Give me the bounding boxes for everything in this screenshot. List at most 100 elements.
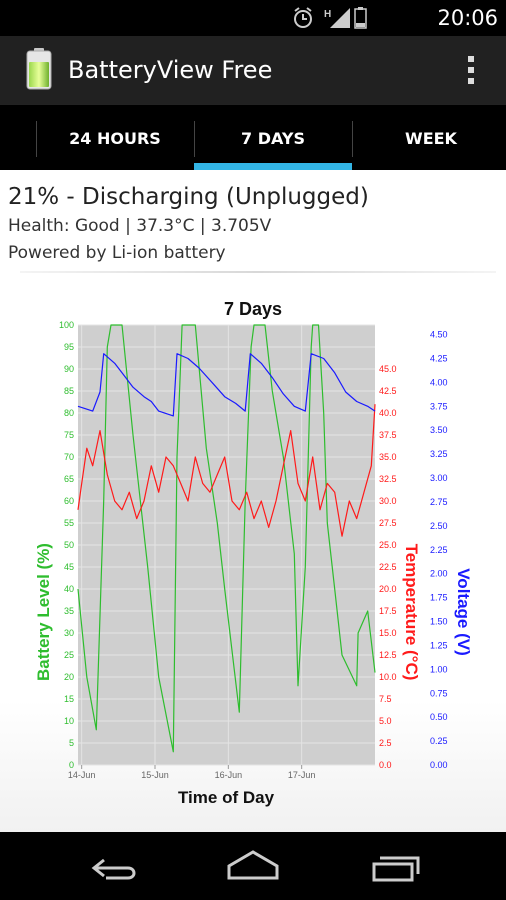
voltage-tick-label: 3.75 bbox=[430, 401, 448, 411]
tab-week[interactable]: WEEK bbox=[352, 105, 506, 171]
navigation-bar bbox=[0, 832, 506, 900]
voltage-tick-label: 1.50 bbox=[430, 617, 448, 627]
voltage-tick-label: 3.50 bbox=[430, 425, 448, 435]
chart-title: 7 Days bbox=[224, 299, 282, 319]
temperature-tick-label: 42.5 bbox=[379, 386, 397, 396]
voltage-tick-label: 2.50 bbox=[430, 521, 448, 531]
battery-tick-label: 95 bbox=[64, 342, 74, 352]
battery-tick-label: 50 bbox=[64, 540, 74, 550]
battery-tick-label: 40 bbox=[64, 584, 74, 594]
temperature-tick-label: 5.0 bbox=[379, 716, 392, 726]
temperature-tick-label: 12.5 bbox=[379, 650, 397, 660]
x-tick-label: 14-Jun bbox=[68, 770, 96, 780]
overflow-menu-icon[interactable] bbox=[466, 53, 476, 89]
voltage-tick-label: 2.00 bbox=[430, 569, 448, 579]
app-title: BatteryView Free bbox=[68, 56, 273, 84]
battery-tick-label: 5 bbox=[69, 738, 74, 748]
tab-label: 24 HOURS bbox=[69, 128, 161, 148]
clock: 20:06 bbox=[437, 6, 498, 30]
battery-tick-label: 90 bbox=[64, 364, 74, 374]
grid bbox=[78, 324, 375, 766]
tab-7-days[interactable]: 7 DAYS bbox=[194, 105, 352, 171]
battery-icon bbox=[354, 7, 367, 29]
battery-tick-label: 70 bbox=[64, 452, 74, 462]
x-tick-label: 15-Jun bbox=[141, 770, 169, 780]
temperature-tick-label: 37.5 bbox=[379, 430, 397, 440]
temperature-tick-label: 45.0 bbox=[379, 364, 397, 374]
voltage-axis-ticks: 0.00 0.25 0.50 0.75 1.00 1.25 1.50 1.75 2.00 2.25… bbox=[430, 330, 448, 770]
battery-tick-label: 30 bbox=[64, 628, 74, 638]
temperature-tick-label: 7.5 bbox=[379, 694, 392, 704]
voltage-tick-label: 1.25 bbox=[430, 640, 448, 650]
temperature-line bbox=[77, 404, 376, 537]
back-icon[interactable] bbox=[84, 846, 144, 886]
home-icon[interactable] bbox=[223, 846, 283, 886]
tab-label: WEEK bbox=[405, 128, 457, 148]
tab-divider bbox=[36, 121, 37, 157]
temperature-tick-label: 17.5 bbox=[379, 606, 397, 616]
battery-tick-label: 25 bbox=[64, 650, 74, 660]
battery-tick-label: 85 bbox=[64, 386, 74, 396]
x-axis-ticks: 14-Jun 15-Jun 16-Jun 17-Jun bbox=[68, 765, 316, 780]
battery-chart: 7 Days 0 5 10 15 20 25 30 35 40 45 50 55 60 65 70 75 80 8… bbox=[34, 299, 473, 807]
voltage-tick-label: 4.50 bbox=[430, 330, 448, 340]
voltage-line bbox=[77, 353, 376, 417]
recent-apps-icon[interactable] bbox=[366, 846, 426, 886]
main-content: 21% - Discharging (Unplugged) Health: Go… bbox=[0, 170, 506, 832]
temperature-tick-label: 40.0 bbox=[379, 408, 397, 418]
battery-tick-label: 60 bbox=[64, 496, 74, 506]
temperature-tick-label: 27.5 bbox=[379, 518, 397, 528]
battery-tick-label: 35 bbox=[64, 606, 74, 616]
battery-tick-label: 45 bbox=[64, 562, 74, 572]
battery-tick-label: 65 bbox=[64, 474, 74, 484]
voltage-tick-label: 2.75 bbox=[430, 497, 448, 507]
temperature-tick-label: 22.5 bbox=[379, 562, 397, 572]
temperature-tick-label: 35.0 bbox=[379, 452, 397, 462]
battery-tick-label: 75 bbox=[64, 430, 74, 440]
battery-tick-label: 80 bbox=[64, 408, 74, 418]
network-type: H bbox=[324, 9, 331, 20]
temperature-tick-label: 0.0 bbox=[379, 760, 392, 770]
temperature-tick-label: 25.0 bbox=[379, 540, 397, 550]
action-bar: BatteryView Free bbox=[0, 36, 506, 104]
signal-icon bbox=[330, 8, 350, 28]
battery-technology: Powered by Li-ion battery bbox=[8, 243, 226, 263]
battery-axis-label: Battery Level (%) bbox=[34, 543, 53, 681]
battery-tick-label: 0 bbox=[69, 760, 74, 770]
voltage-tick-label: 0.75 bbox=[430, 688, 448, 698]
tab-bar: 24 HOURS 7 DAYS WEEK bbox=[0, 104, 506, 171]
temperature-axis-label: Temperature (°C) bbox=[402, 544, 421, 681]
temperature-tick-label: 2.5 bbox=[379, 738, 392, 748]
battery-tick-label: 100 bbox=[59, 320, 74, 330]
battery-app-icon bbox=[26, 48, 52, 90]
voltage-tick-label: 0.00 bbox=[430, 760, 448, 770]
voltage-tick-label: 0.25 bbox=[430, 736, 448, 746]
temperature-tick-label: 32.5 bbox=[379, 474, 397, 484]
x-tick-label: 17-Jun bbox=[288, 770, 316, 780]
temperature-tick-label: 15.0 bbox=[379, 628, 397, 638]
x-tick-label: 16-Jun bbox=[215, 770, 243, 780]
voltage-tick-label: 2.25 bbox=[430, 545, 448, 555]
battery-status: 21% - Discharging (Unplugged) bbox=[8, 184, 369, 210]
battery-tick-label: 10 bbox=[64, 716, 74, 726]
x-axis-label: Time of Day bbox=[178, 788, 275, 807]
battery-axis-ticks: 0 5 10 15 20 25 30 35 40 45 50 55 60 65 70 75 80 85 90 95 10… bbox=[59, 320, 74, 770]
divider bbox=[20, 271, 496, 273]
temperature-tick-label: 30.0 bbox=[379, 496, 397, 506]
temperature-tick-label: 10.0 bbox=[379, 672, 397, 682]
status-bar: H 20:06 bbox=[0, 0, 506, 36]
voltage-tick-label: 1.75 bbox=[430, 593, 448, 603]
tab-24-hours[interactable]: 24 HOURS bbox=[36, 105, 194, 171]
temperature-tick-label: 20.0 bbox=[379, 584, 397, 594]
voltage-tick-label: 3.25 bbox=[430, 449, 448, 459]
battery-tick-label: 55 bbox=[64, 518, 74, 528]
voltage-tick-label: 4.00 bbox=[430, 377, 448, 387]
status-icons: H bbox=[294, 7, 367, 29]
battery-tick-label: 20 bbox=[64, 672, 74, 682]
series-lines bbox=[77, 324, 376, 753]
voltage-tick-label: 1.00 bbox=[430, 664, 448, 674]
voltage-tick-label: 3.00 bbox=[430, 473, 448, 483]
tab-divider bbox=[194, 121, 195, 157]
battery-level-line bbox=[77, 324, 376, 753]
tab-label: 7 DAYS bbox=[241, 128, 305, 148]
